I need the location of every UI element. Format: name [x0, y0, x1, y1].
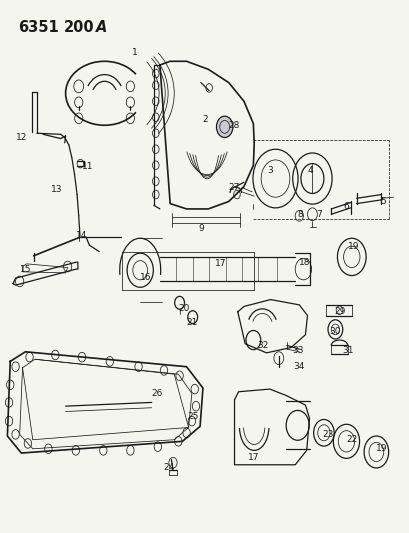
Text: 5: 5 [380, 197, 385, 206]
Text: 29: 29 [334, 308, 345, 316]
Text: 33: 33 [292, 346, 303, 355]
Text: 25: 25 [187, 413, 199, 421]
Text: 9: 9 [198, 224, 203, 232]
Text: 13: 13 [51, 185, 62, 193]
Text: 14: 14 [75, 231, 87, 240]
Text: 26: 26 [151, 389, 162, 398]
Text: 30: 30 [329, 327, 340, 336]
Text: 2: 2 [202, 116, 207, 124]
Text: 27: 27 [228, 183, 240, 192]
Text: 31: 31 [341, 346, 353, 355]
Text: 21: 21 [186, 318, 197, 327]
Text: 4: 4 [307, 166, 313, 175]
Text: 6: 6 [343, 203, 348, 211]
Text: 18: 18 [298, 258, 309, 266]
Text: 23: 23 [321, 430, 333, 439]
Text: 19: 19 [347, 242, 358, 251]
Text: 16: 16 [139, 273, 151, 281]
Text: 7: 7 [315, 210, 321, 219]
Text: 15: 15 [20, 265, 31, 273]
Text: A: A [95, 20, 107, 35]
Text: 34: 34 [292, 362, 303, 371]
Text: 6351: 6351 [18, 20, 59, 35]
Text: 22: 22 [345, 435, 357, 444]
Text: 19: 19 [375, 445, 386, 453]
Text: 20: 20 [178, 304, 190, 312]
Text: 11: 11 [82, 162, 94, 171]
Text: 3: 3 [266, 166, 272, 175]
Text: 17: 17 [214, 260, 226, 268]
Text: 32: 32 [257, 341, 268, 350]
Text: 28: 28 [228, 121, 240, 130]
Text: 24: 24 [163, 464, 174, 472]
Text: 1: 1 [132, 48, 138, 56]
Text: 200: 200 [63, 20, 94, 35]
Text: 17: 17 [247, 453, 258, 462]
Circle shape [216, 116, 232, 138]
Text: 8: 8 [297, 210, 302, 219]
Text: 12: 12 [16, 133, 27, 142]
